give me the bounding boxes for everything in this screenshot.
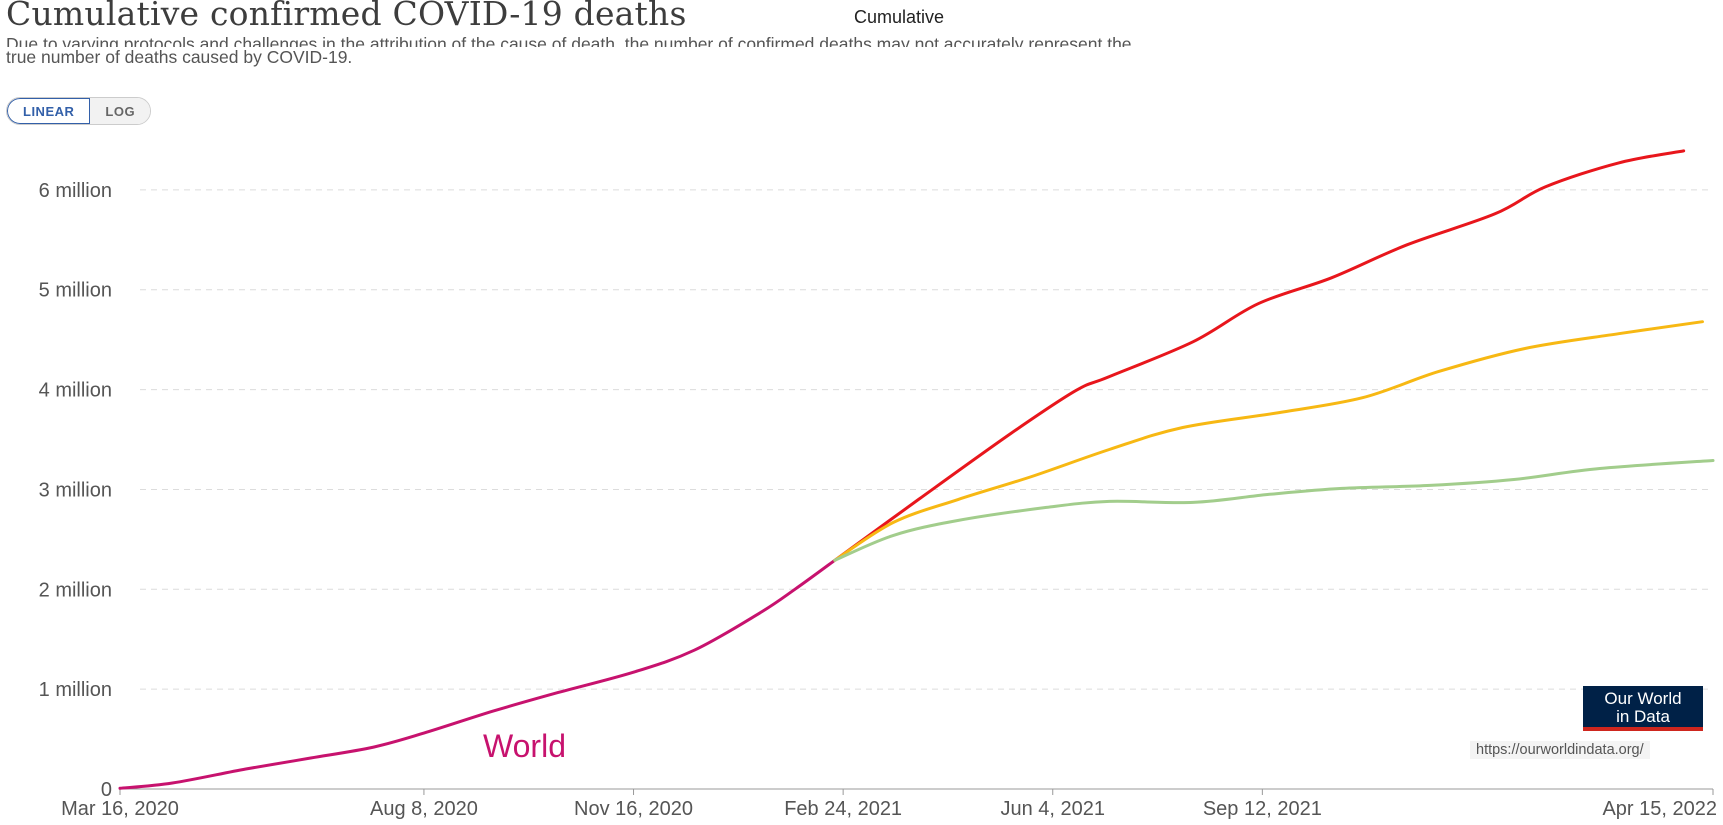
owid-logo[interactable]: Our World in Data <box>1583 686 1703 731</box>
chart-title: Cumulative confirmed COVID-19 deaths <box>6 0 687 33</box>
x-tick-label: Apr 15, 2022 <box>1602 798 1717 820</box>
series-line-world[interactable] <box>118 558 837 790</box>
series-lines <box>118 149 1715 790</box>
linear-scale-button[interactable]: LINEAR <box>7 98 91 124</box>
x-tick-label: Feb 24, 2021 <box>784 798 902 820</box>
y-tick-label: 0 <box>101 779 112 801</box>
series-label-world: World <box>483 728 566 764</box>
log-scale-button[interactable]: LOG <box>90 98 151 124</box>
series-line-red[interactable] <box>833 149 1686 562</box>
subtitle-line-2: true number of deaths caused by COVID-19… <box>6 47 353 67</box>
x-tick-label: Sep 12, 2021 <box>1203 798 1322 820</box>
y-tick-label: 6 million <box>39 180 112 202</box>
series-line-yellow[interactable] <box>833 320 1704 562</box>
chart-subtitle: Due to varying protocols and challenges … <box>6 34 1606 67</box>
metric-tag: Cumulative <box>854 7 945 27</box>
x-tick-label: Mar 16, 2020 <box>61 798 179 820</box>
owid-logo-line-2: in Data <box>1616 707 1670 726</box>
y-tick-label: 5 million <box>39 280 112 302</box>
y-axis-ticks: 0 1 million 2 million 3 million 4 million 5 m… <box>39 180 112 801</box>
x-tick-label: Aug 8, 2020 <box>370 798 478 820</box>
gridlines <box>120 189 1713 790</box>
y-tick-label: 3 million <box>39 479 112 501</box>
scale-toggle: LINEAR LOG <box>6 97 152 125</box>
y-tick-label: 2 million <box>39 579 112 601</box>
x-axis-ticks: Mar 16, 2020 Aug 8, 2020 Nov 16, 2020 Feb 2… <box>61 789 1717 820</box>
series-line-green[interactable] <box>833 459 1715 562</box>
x-tick-label: Nov 16, 2020 <box>574 798 693 820</box>
subtitle-line-1: Due to varying protocols and challenges … <box>6 34 1132 47</box>
y-tick-label: 4 million <box>39 380 112 402</box>
y-tick-label: 1 million <box>39 679 112 701</box>
x-tick-label: Jun 4, 2021 <box>1000 798 1105 820</box>
source-url[interactable]: https://ourworldindata.org/ <box>1470 741 1650 759</box>
owid-logo-line-1: Our World <box>1604 689 1682 708</box>
